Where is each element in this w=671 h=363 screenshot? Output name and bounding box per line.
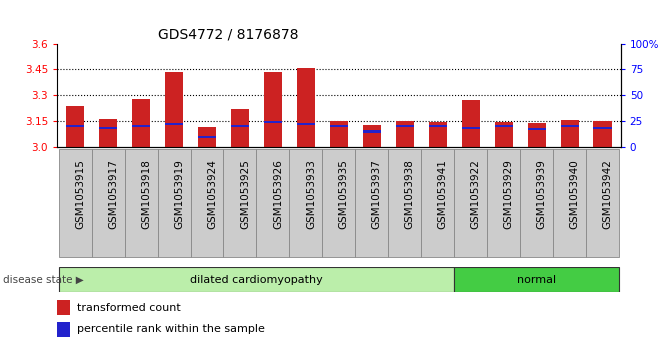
Bar	[495, 125, 513, 127]
FancyBboxPatch shape	[586, 150, 619, 257]
Bar	[297, 68, 315, 147]
Bar	[132, 99, 150, 147]
Bar	[593, 127, 611, 130]
FancyBboxPatch shape	[58, 150, 92, 257]
Text: GSM1053939: GSM1053939	[537, 159, 547, 229]
FancyBboxPatch shape	[421, 150, 454, 257]
Text: GDS4772 / 8176878: GDS4772 / 8176878	[158, 27, 299, 41]
Bar	[231, 125, 249, 127]
Text: transformed count: transformed count	[77, 303, 181, 313]
Bar	[99, 127, 117, 130]
FancyBboxPatch shape	[553, 150, 586, 257]
Bar	[527, 129, 546, 130]
Bar	[396, 125, 414, 127]
FancyBboxPatch shape	[256, 150, 289, 257]
Bar	[264, 121, 282, 123]
FancyBboxPatch shape	[158, 150, 191, 257]
Bar	[165, 72, 183, 147]
Bar	[527, 123, 546, 147]
Bar	[57, 300, 70, 315]
Bar	[329, 122, 348, 147]
Text: GSM1053935: GSM1053935	[339, 159, 349, 229]
Bar	[429, 122, 447, 147]
Text: GSM1053922: GSM1053922	[470, 159, 480, 229]
Bar	[99, 119, 117, 147]
Text: GSM1053937: GSM1053937	[372, 159, 382, 229]
FancyBboxPatch shape	[454, 267, 619, 292]
FancyBboxPatch shape	[92, 150, 125, 257]
Text: disease state ▶: disease state ▶	[3, 274, 84, 285]
Text: GSM1053915: GSM1053915	[75, 159, 85, 229]
FancyBboxPatch shape	[322, 150, 356, 257]
Bar	[132, 125, 150, 127]
Text: GSM1053942: GSM1053942	[603, 159, 613, 229]
Text: GSM1053918: GSM1053918	[141, 159, 151, 229]
FancyBboxPatch shape	[520, 150, 553, 257]
Bar	[560, 120, 578, 147]
Bar	[593, 122, 611, 147]
Text: GSM1053941: GSM1053941	[437, 159, 448, 229]
FancyBboxPatch shape	[356, 150, 389, 257]
FancyBboxPatch shape	[58, 267, 454, 292]
Bar	[57, 322, 70, 337]
Bar	[329, 125, 348, 127]
FancyBboxPatch shape	[191, 150, 223, 257]
Bar	[198, 127, 216, 147]
Text: GSM1053940: GSM1053940	[570, 159, 580, 229]
FancyBboxPatch shape	[454, 150, 487, 257]
FancyBboxPatch shape	[487, 150, 520, 257]
Text: GSM1053933: GSM1053933	[306, 159, 316, 229]
Text: GSM1053925: GSM1053925	[240, 159, 250, 229]
FancyBboxPatch shape	[289, 150, 322, 257]
Text: GSM1053929: GSM1053929	[504, 159, 514, 229]
Bar	[429, 125, 447, 127]
Text: GSM1053919: GSM1053919	[174, 159, 184, 229]
Text: GSM1053938: GSM1053938	[405, 159, 415, 229]
Text: GSM1053924: GSM1053924	[207, 159, 217, 229]
Bar	[396, 122, 414, 147]
Bar	[165, 123, 183, 125]
Bar	[495, 122, 513, 147]
Bar	[198, 136, 216, 138]
Text: percentile rank within the sample: percentile rank within the sample	[77, 325, 265, 334]
Bar	[66, 106, 85, 147]
Bar	[560, 125, 578, 127]
Bar	[462, 127, 480, 130]
Bar	[297, 123, 315, 125]
Bar	[363, 130, 381, 132]
FancyBboxPatch shape	[389, 150, 421, 257]
Text: normal: normal	[517, 274, 556, 285]
Bar	[462, 99, 480, 147]
Bar	[231, 109, 249, 147]
Text: GSM1053917: GSM1053917	[108, 159, 118, 229]
FancyBboxPatch shape	[223, 150, 256, 257]
Text: dilated cardiomyopathy: dilated cardiomyopathy	[190, 274, 323, 285]
FancyBboxPatch shape	[125, 150, 158, 257]
Bar	[363, 126, 381, 147]
Bar	[264, 72, 282, 147]
Text: GSM1053926: GSM1053926	[273, 159, 283, 229]
Bar	[66, 125, 85, 127]
